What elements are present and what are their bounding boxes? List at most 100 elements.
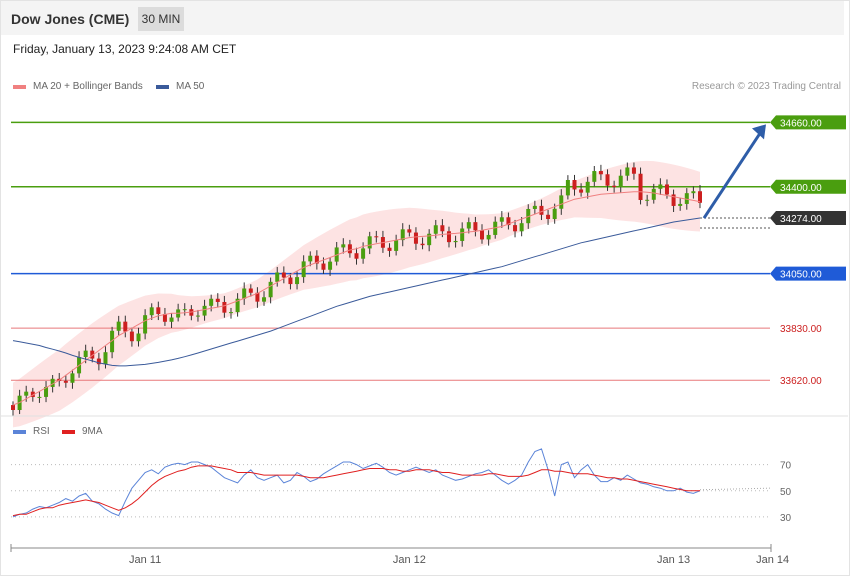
candle-body bbox=[96, 358, 101, 365]
candle-body bbox=[242, 288, 247, 299]
candle-body bbox=[585, 181, 590, 193]
rsi-swatch bbox=[13, 429, 26, 434]
candle-body bbox=[526, 208, 531, 224]
candle-body bbox=[354, 253, 359, 259]
candle-body bbox=[288, 277, 293, 285]
candle-body bbox=[598, 171, 603, 175]
candle-body bbox=[460, 228, 465, 241]
ma20-swatch bbox=[13, 84, 26, 89]
legend-ma50: MA 50 bbox=[156, 81, 204, 92]
ma50-swatch bbox=[156, 84, 169, 89]
ma50-label: MA 50 bbox=[176, 81, 205, 92]
x-tick-label: Jan 12 bbox=[393, 554, 426, 566]
candle-body bbox=[394, 240, 399, 251]
candle-body bbox=[129, 331, 134, 342]
rsi-tick-30: 30 bbox=[780, 513, 792, 524]
instrument-title: Dow Jones (CME) bbox=[11, 11, 130, 27]
x-tick-label: Jan 13 bbox=[657, 554, 690, 566]
candle-body bbox=[466, 222, 471, 229]
rsi-tick-70: 70 bbox=[780, 461, 792, 472]
candle-body bbox=[136, 333, 141, 342]
candle-body bbox=[539, 205, 544, 215]
level-tag-34050.00 bbox=[770, 266, 846, 281]
candle-body bbox=[684, 193, 689, 204]
credit-text: Research © 2023 Trading Central bbox=[691, 81, 841, 92]
candle-body bbox=[612, 185, 617, 188]
candle-body bbox=[123, 321, 128, 332]
candle-body bbox=[427, 233, 432, 246]
candle-body bbox=[552, 208, 557, 220]
candle-body bbox=[169, 317, 174, 322]
candle-body bbox=[546, 214, 551, 220]
candle-body bbox=[328, 261, 333, 270]
candle-body bbox=[116, 321, 121, 331]
x-tick-label: Jan 14 bbox=[756, 554, 789, 566]
candle-body bbox=[347, 244, 352, 254]
candle-body bbox=[314, 255, 319, 264]
candle-body bbox=[579, 189, 584, 193]
candle-body bbox=[400, 229, 405, 241]
candle-body bbox=[295, 277, 300, 285]
candle-body bbox=[407, 229, 412, 233]
ma9-label: 9MA bbox=[82, 426, 103, 437]
rsi-ma-line bbox=[12, 465, 700, 517]
candle-body bbox=[698, 191, 702, 203]
candle-body bbox=[262, 297, 267, 302]
level-tag-34660.00 bbox=[770, 115, 846, 130]
candle-body bbox=[453, 240, 458, 243]
candle-body bbox=[268, 281, 273, 298]
projection-arrow-line bbox=[702, 132, 762, 219]
candle-body bbox=[572, 179, 577, 190]
candle-body bbox=[473, 222, 478, 231]
candle-body bbox=[559, 195, 564, 209]
candle-body bbox=[651, 188, 656, 200]
ma20-line bbox=[12, 191, 701, 406]
projection-arrow-head bbox=[752, 124, 766, 140]
candle-body bbox=[281, 272, 286, 278]
level-label-34660.00: 34660.00 bbox=[780, 118, 822, 129]
candle-body bbox=[275, 272, 280, 282]
candle-body bbox=[480, 230, 485, 240]
candle-body bbox=[618, 175, 623, 188]
candle-body bbox=[625, 167, 630, 176]
candle-body bbox=[308, 255, 313, 262]
candle-body bbox=[90, 350, 95, 359]
interval-button[interactable]: 30 MIN bbox=[138, 7, 184, 31]
candle-body bbox=[103, 352, 108, 365]
level-tag-34400.00 bbox=[770, 179, 846, 194]
candle-body bbox=[143, 315, 148, 334]
candle-body bbox=[11, 405, 15, 410]
candle-body bbox=[664, 184, 669, 195]
candle-body bbox=[691, 191, 696, 194]
candle-body bbox=[506, 217, 511, 226]
legend-ma20: MA 20 + Bollinger Bands bbox=[13, 81, 143, 92]
candle-body bbox=[638, 173, 643, 200]
candle-body bbox=[37, 396, 42, 398]
candle-body bbox=[156, 307, 161, 314]
candle-body bbox=[671, 194, 676, 206]
ma50-line bbox=[12, 217, 701, 367]
candle-body bbox=[592, 171, 597, 182]
candle-body bbox=[149, 307, 154, 316]
candle-body bbox=[532, 205, 537, 209]
candle-body bbox=[658, 184, 663, 189]
level-label-34050.00: 34050.00 bbox=[780, 270, 822, 281]
candle-body bbox=[70, 373, 75, 383]
candle-body bbox=[63, 380, 68, 383]
candle-body bbox=[678, 203, 683, 206]
candle-body bbox=[446, 231, 451, 243]
rsi-projection bbox=[699, 487, 771, 491]
candle-body bbox=[301, 261, 306, 278]
candle-body bbox=[341, 244, 346, 248]
candle-body bbox=[440, 225, 445, 232]
candle-body bbox=[513, 225, 518, 232]
candle-body bbox=[321, 263, 326, 270]
candle-body bbox=[420, 243, 425, 246]
candle-body bbox=[24, 391, 29, 396]
candle-body bbox=[222, 301, 227, 313]
candle-body bbox=[182, 309, 187, 311]
candle-body bbox=[50, 378, 55, 387]
legend-9ma: 9MA bbox=[62, 426, 103, 437]
bollinger-band-area bbox=[13, 160, 700, 428]
